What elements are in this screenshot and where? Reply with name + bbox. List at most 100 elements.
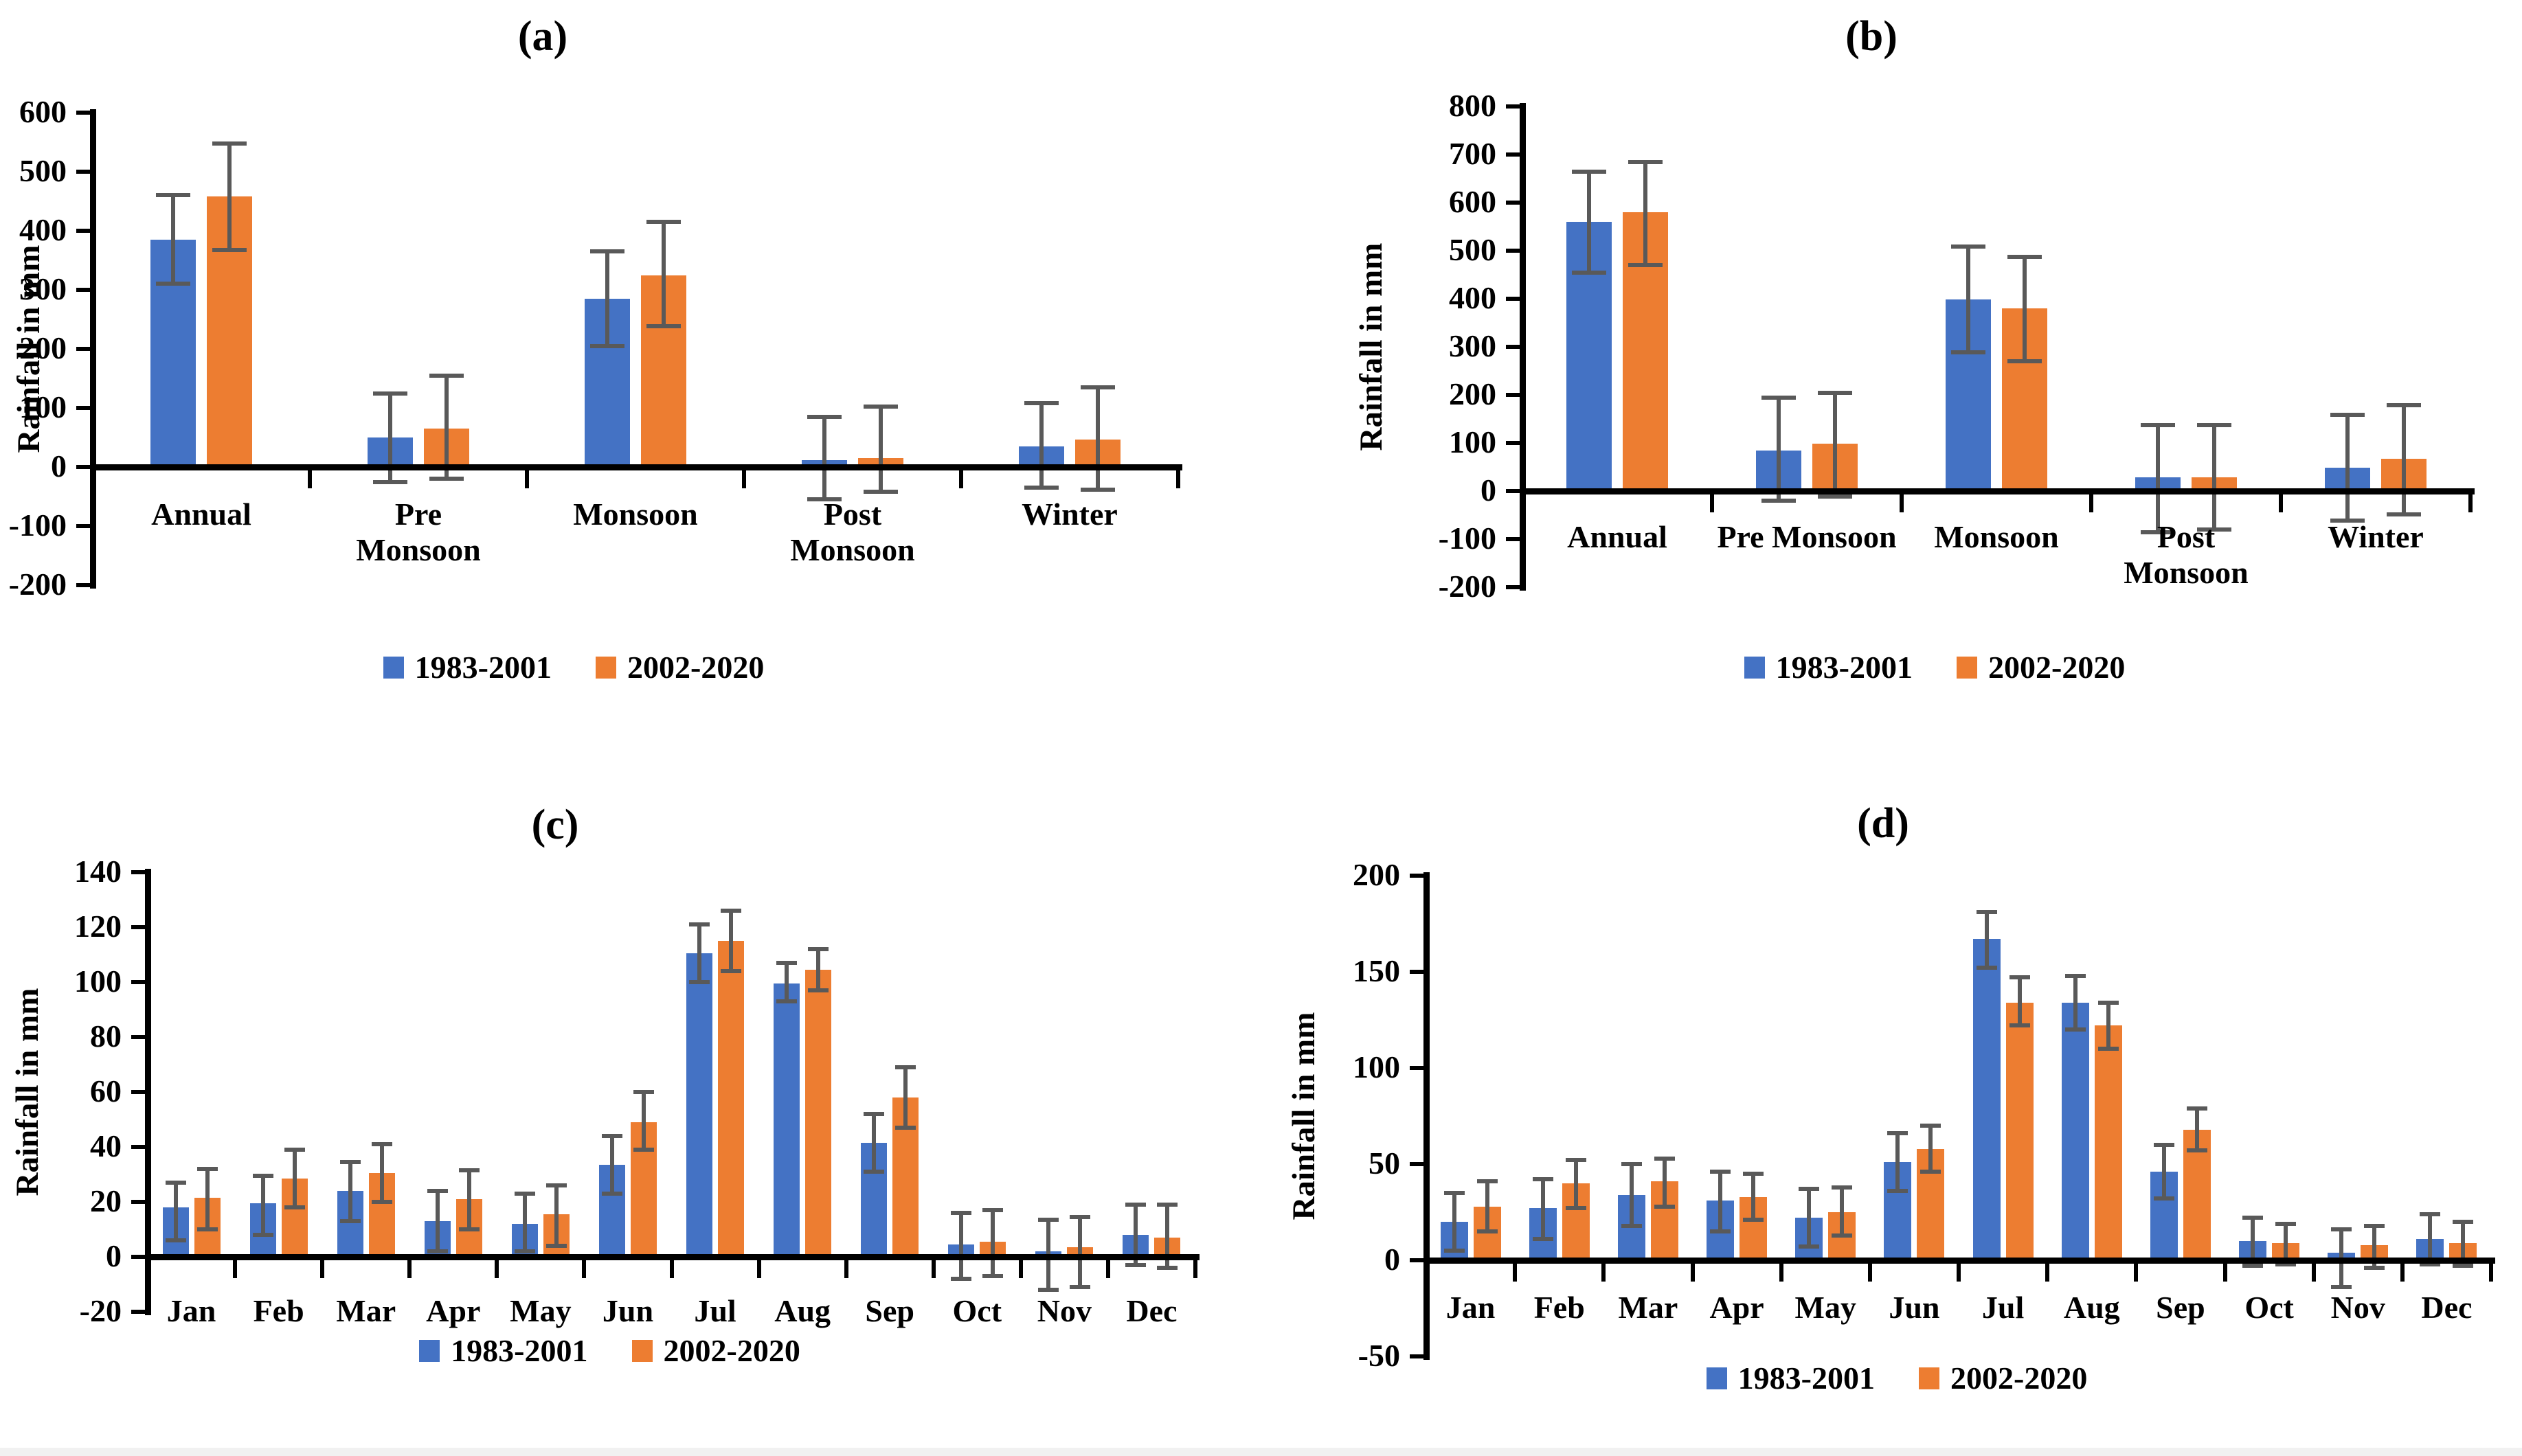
- error-bar-cap-top: [371, 1142, 392, 1146]
- y-tick: [1506, 441, 1521, 445]
- category-label: Dec: [1126, 1293, 1178, 1328]
- category-label: Oct: [952, 1293, 1002, 1328]
- category-label: Nov: [1037, 1293, 1092, 1328]
- legend-swatch-orange: [1919, 1367, 1939, 1389]
- error-bar-cap-bottom: [458, 1227, 480, 1231]
- y-tick-label: 700: [1449, 136, 1496, 171]
- error-bar-cap-top: [1920, 1124, 1941, 1128]
- category-label: Jan: [1445, 1290, 1496, 1325]
- error-bar: [1629, 1164, 1634, 1226]
- error-bar-cap-bottom: [2331, 1285, 2352, 1290]
- error-bar: [260, 1176, 265, 1235]
- error-bar: [388, 393, 392, 482]
- error-bar-cap-bottom: [2007, 359, 2042, 363]
- error-bar: [2251, 1218, 2255, 1266]
- category-label: Annual: [151, 497, 251, 532]
- error-bar-cap-bottom: [1125, 1263, 1147, 1267]
- error-bar: [2073, 975, 2078, 1030]
- error-bar-cap-bottom: [1443, 1249, 1465, 1253]
- error-bar-cap-top: [373, 391, 407, 396]
- y-tick-label: -100: [1438, 521, 1496, 556]
- error-bar: [1452, 1193, 1456, 1251]
- error-bar-cap-bottom: [1654, 1204, 1675, 1209]
- category-label: Sep: [865, 1293, 914, 1328]
- error-bar-cap-bottom: [1081, 487, 1115, 492]
- error-bar-cap-top: [776, 961, 798, 965]
- error-bar-cap-bottom: [864, 490, 898, 494]
- error-bar-cap-top: [1761, 395, 1796, 400]
- legend-swatch-blue: [1744, 656, 1765, 679]
- error-bar-cap-top: [1443, 1191, 1465, 1195]
- y-tick: [1410, 970, 1425, 974]
- y-tick: [1506, 393, 1521, 397]
- error-bar: [729, 911, 734, 971]
- category-label: Winter: [1022, 497, 1118, 532]
- error-bar-cap-top: [2007, 255, 2042, 260]
- error-bar-cap-top: [864, 1112, 885, 1116]
- x-tick: [1957, 1264, 1961, 1282]
- error-bar-cap-top: [1532, 1177, 1553, 1182]
- error-bar-cap-top: [721, 909, 742, 913]
- error-bar-cap-bottom: [601, 1192, 622, 1196]
- y-tick: [1506, 297, 1521, 301]
- bar-1983-2001-aug: [2061, 1002, 2089, 1260]
- x-tick: [582, 1260, 587, 1278]
- error-bar: [959, 1213, 964, 1279]
- category-label: Aug: [774, 1293, 831, 1328]
- y-tick: [131, 925, 146, 929]
- plot-area-b: 800 700 600 500 400 300 200 100 0 -100 -200 Annual P…: [1261, 0, 2522, 728]
- x-tick: [1710, 494, 1714, 512]
- legend-swatch-orange: [631, 1339, 653, 1362]
- category-label: Winter: [2328, 519, 2424, 554]
- error-bar-cap-top: [2331, 1227, 2352, 1232]
- x-tick: [844, 1260, 848, 1278]
- error-bar: [1662, 1158, 1667, 1207]
- plot-area-c: 140 120 100 80 60 40 20 0 -20 Jan Feb Mar Apr May Jun J…: [0, 728, 1261, 1456]
- error-bar-cap-top: [429, 373, 464, 378]
- y-tick-label: 400: [1449, 280, 1496, 315]
- bar-2002-2020-aug: [805, 970, 832, 1257]
- error-bar-cap-top: [284, 1148, 305, 1152]
- error-bar: [641, 1092, 646, 1150]
- y-tick: [1410, 1162, 1425, 1166]
- error-bar-cap-top: [601, 1134, 622, 1138]
- error-bar-cap-bottom: [1818, 494, 1852, 499]
- error-bar-cap-bottom: [1920, 1170, 1941, 1174]
- error-bar-cap-top: [1818, 390, 1852, 395]
- error-bar-cap-top: [2064, 973, 2086, 978]
- error-bar-cap-top: [458, 1168, 480, 1172]
- error-bar-cap-top: [808, 947, 829, 951]
- error-bar-cap-top: [2330, 413, 2365, 418]
- category-label: Oct: [2244, 1290, 2294, 1325]
- legend-item: 2002-2020: [631, 1332, 800, 1369]
- y-tick-label: 0: [106, 1238, 122, 1273]
- y-tick-label: 100: [19, 389, 67, 424]
- error-bar-cap-top: [2242, 1216, 2264, 1220]
- x-tick: [1779, 1264, 1783, 1282]
- error-bar-cap-top: [156, 193, 190, 198]
- y-tick-label: 500: [19, 153, 67, 188]
- legend-swatch-orange: [1957, 656, 1977, 679]
- y-tick-label: 100: [74, 964, 122, 999]
- legend-item: 2002-2020: [596, 649, 764, 685]
- error-bar-cap-top: [1887, 1131, 1909, 1136]
- chart-panel-a: (a) Rainfall in mm 600 500 400 300 200 100 0 -1…: [0, 0, 1261, 728]
- error-bar: [2284, 1223, 2288, 1264]
- error-bar: [466, 1170, 471, 1229]
- y-tick-label: 800: [1449, 88, 1496, 123]
- error-bar: [2428, 1214, 2433, 1264]
- error-bar-cap-bottom: [776, 999, 798, 1003]
- y-tick: [131, 1035, 146, 1039]
- error-bar-cap-bottom: [2453, 1264, 2474, 1269]
- y-tick-label: 140: [74, 854, 122, 889]
- x-tick: [1018, 1260, 1023, 1278]
- y-tick: [1410, 1354, 1425, 1358]
- y-tick-label: 20: [90, 1183, 122, 1218]
- error-bar-cap-top: [951, 1211, 972, 1215]
- error-bar: [2023, 257, 2027, 361]
- error-bar-cap-bottom: [1572, 270, 1606, 275]
- y-tick: [1410, 1258, 1425, 1262]
- error-bar-cap-top: [252, 1174, 273, 1178]
- error-bar-cap-top: [1628, 159, 1663, 164]
- legend-swatch-blue: [419, 1339, 440, 1362]
